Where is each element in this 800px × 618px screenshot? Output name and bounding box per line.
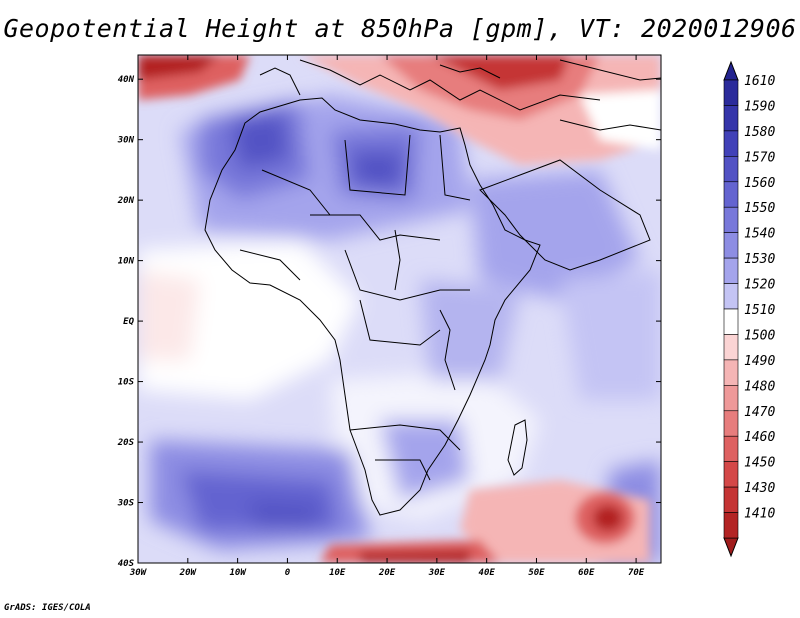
colorbar-swatch: [723, 435, 739, 462]
lon-tick-label: 30W: [129, 568, 148, 578]
map-title: Geopotential Height at 850hPa [gpm], VT:…: [3, 14, 797, 43]
colorbar-swatch: [723, 512, 739, 539]
colorbar: 1610 1590 1580 1570 1560 1550 1540 1530 1520 1510…: [723, 60, 775, 558]
colorbar-label: 1550: [744, 201, 775, 216]
lon-tick-label: 70E: [628, 568, 645, 578]
colorbar-extend-bottom: [723, 537, 739, 558]
lon-tick-label: 20W: [179, 568, 198, 578]
colorbar-label: 1610: [744, 74, 775, 89]
map-frame: [137, 54, 662, 564]
colorbar-label: 1530: [744, 252, 775, 267]
height-field: [138, 55, 661, 563]
lon-tick-label: 20E: [378, 568, 396, 578]
colorbar-label: 1410: [744, 507, 775, 522]
colorbar-swatch: [723, 461, 739, 488]
colorbar-swatch: [723, 359, 739, 386]
colorbar-swatch: [723, 130, 739, 157]
colorbar-swatch: [723, 105, 739, 132]
lon-tick-label: 60E: [578, 568, 595, 578]
colorbar-extend-top: [723, 60, 739, 81]
colorbar-label: 1490: [744, 354, 775, 369]
colorbar-label: 1510: [744, 303, 775, 318]
colorbar-swatch: [723, 232, 739, 259]
lat-tick-label: EQ: [123, 317, 134, 327]
colorbar-swatch: [723, 181, 739, 208]
lat-tick-label: 30N: [117, 136, 135, 146]
colorbar-label: 1580: [744, 125, 775, 140]
lon-tick-label: 40E: [479, 568, 496, 578]
colorbar-swatch: [723, 334, 739, 361]
colorbar-swatch: [723, 206, 739, 233]
lat-tick-label: 40S: [118, 559, 135, 569]
colorbar-label: 1470: [744, 405, 775, 420]
colorbar-swatch: [723, 410, 739, 437]
colorbar-swatch: [723, 385, 739, 412]
grads-credit: GrADS: IGES/COLA: [4, 603, 91, 613]
colorbar-swatch: [723, 283, 739, 310]
lon-tick-label: 50E: [528, 568, 545, 578]
colorbar-label: 1520: [744, 278, 775, 293]
colorbar-label: 1560: [744, 176, 775, 191]
lon-tick-label: 30E: [428, 568, 446, 578]
colorbar-label: 1450: [744, 456, 775, 471]
colorbar-label: 1480: [744, 379, 775, 394]
lat-tick-label: 20S: [117, 438, 135, 448]
colorbar-label: 1540: [744, 227, 775, 242]
lon-tick-label: 0: [285, 568, 291, 578]
lon-tick-label: 10W: [229, 568, 247, 578]
colorbar-label: 1570: [744, 150, 775, 165]
lat-tick-label: 40N: [118, 75, 135, 85]
lon-tick-label: 10E: [329, 568, 346, 578]
coastlines: [204, 59, 661, 516]
colorbar-swatch: [723, 156, 739, 183]
colorbar-label: 1460: [744, 430, 775, 445]
colorbar-label: 1430: [744, 481, 775, 496]
axis-ticks: 30W 20W 10W 0 10E 20E 30E 40E 50E 60E 70E 40N 30N 20N…: [117, 55, 661, 578]
colorbar-swatch: [723, 257, 739, 284]
lat-tick-label: 10N: [118, 257, 135, 267]
colorbar-swatch: [723, 308, 739, 335]
colorbar-label: 1590: [744, 99, 775, 114]
lat-tick-label: 20N: [117, 196, 135, 206]
lat-tick-label: 30S: [117, 499, 135, 509]
colorbar-swatch: [723, 486, 739, 513]
colorbar-label: 1500: [744, 328, 775, 343]
colorbar-swatch: [723, 79, 739, 106]
lat-tick-label: 10S: [118, 378, 135, 388]
